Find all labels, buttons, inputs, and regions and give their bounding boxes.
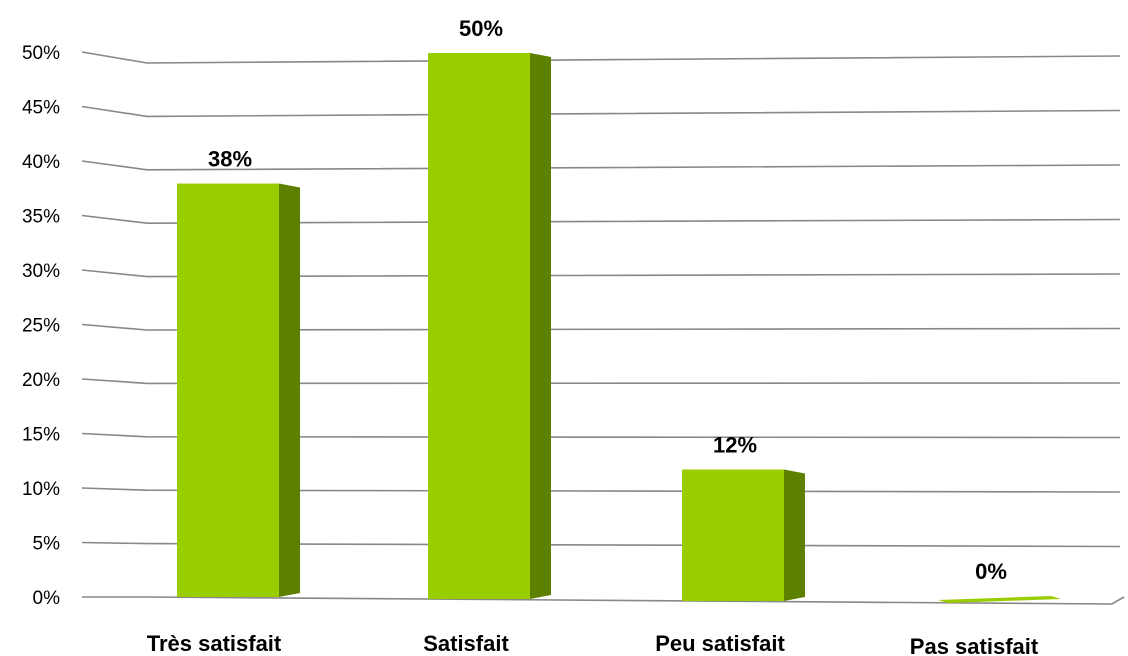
bar-front	[938, 596, 1061, 603]
category-label: Très satisfait	[147, 631, 282, 656]
gridline	[82, 596, 1125, 605]
bar-front	[428, 53, 530, 599]
gridline	[81, 269, 1121, 278]
gridline	[81, 432, 1121, 439]
y-tick-label: 45%	[22, 98, 60, 119]
y-tick-label: 40%	[22, 152, 60, 173]
y-tick-label: 50%	[22, 43, 60, 64]
category-label: Pas satisfait	[910, 634, 1039, 656]
gridline	[81, 105, 1121, 118]
gridline	[81, 323, 1121, 331]
y-tick-label: 20%	[22, 370, 60, 391]
y-tick-label: 35%	[22, 207, 60, 228]
category-labels: Très satisfait Satisfait Peu satisfait Pas …	[147, 631, 1039, 656]
gridlines	[81, 51, 1125, 605]
y-tick-label: 15%	[22, 425, 60, 446]
y-tick-label: 30%	[22, 261, 60, 282]
data-labels: 38% 50% 12% 0%	[208, 16, 1007, 584]
data-label: 12%	[713, 432, 757, 457]
category-label: Satisfait	[423, 631, 509, 656]
data-label: 38%	[208, 147, 252, 172]
bar	[682, 469, 805, 601]
y-tick-label: 25%	[22, 316, 60, 337]
y-tick-label: 10%	[22, 479, 60, 500]
bar	[428, 53, 551, 599]
gridline	[81, 160, 1121, 171]
y-axis-ticks: 0% 5% 10% 15% 20% 25% 30% 35% 40% 45% 50%	[22, 43, 60, 609]
bar-front	[177, 183, 279, 597]
data-label: 50%	[459, 16, 503, 41]
gridline	[81, 51, 1121, 64]
gridline	[81, 378, 1121, 385]
y-tick-label: 5%	[33, 534, 61, 555]
y-tick-label: 0%	[33, 588, 61, 609]
gridline	[81, 214, 1121, 225]
bar-side	[784, 469, 805, 601]
category-label: Peu satisfait	[655, 631, 785, 656]
bar-front	[682, 469, 784, 601]
bars	[177, 53, 1061, 603]
bar	[938, 596, 1061, 603]
bar-side	[530, 53, 551, 599]
bar-side	[279, 183, 300, 597]
data-label: 0%	[975, 559, 1007, 584]
bar	[177, 183, 300, 597]
